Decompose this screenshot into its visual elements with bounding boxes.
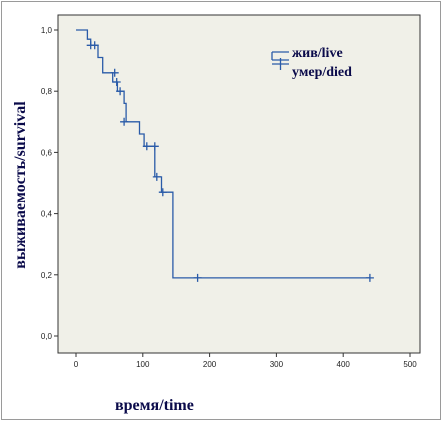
censor-mark <box>152 172 161 181</box>
censor-mark <box>120 117 129 126</box>
y-tick-label: 0,2 <box>41 271 53 280</box>
y-axis-title: выживаемость/survival <box>12 101 29 269</box>
y-tick-label: 0,0 <box>41 332 53 341</box>
y-tick-label: 0,8 <box>41 87 53 96</box>
x-tick-label: 300 <box>270 360 284 369</box>
censor-mark <box>193 273 202 282</box>
legend-entry-1: умер/died <box>292 65 352 80</box>
legend-censor-icon <box>272 58 289 70</box>
censor-mark <box>150 142 159 151</box>
censor-mark <box>90 41 99 50</box>
x-tick-label: 100 <box>136 360 150 369</box>
censor-mark <box>110 68 119 77</box>
plot-area <box>57 14 421 354</box>
y-tick-label: 0,4 <box>41 210 53 219</box>
y-tick-label: 1,0 <box>41 26 53 35</box>
legend-line-icon-step <box>271 51 289 60</box>
x-axis-title: время/time <box>115 397 194 414</box>
censor-mark <box>116 87 125 96</box>
censor-mark <box>112 78 121 86</box>
x-tick-label: 500 <box>403 360 417 369</box>
x-tick-label: 200 <box>203 360 217 369</box>
x-tick-label: 0 <box>74 360 79 369</box>
y-tick-label: 0,6 <box>41 148 53 157</box>
x-tick-label: 400 <box>337 360 351 369</box>
censor-mark <box>365 273 374 282</box>
legend-entry-0: жив/live <box>292 46 343 61</box>
censor-mark <box>158 188 167 197</box>
legend: жив/live умер/died <box>271 46 352 80</box>
censor-mark <box>142 142 151 151</box>
